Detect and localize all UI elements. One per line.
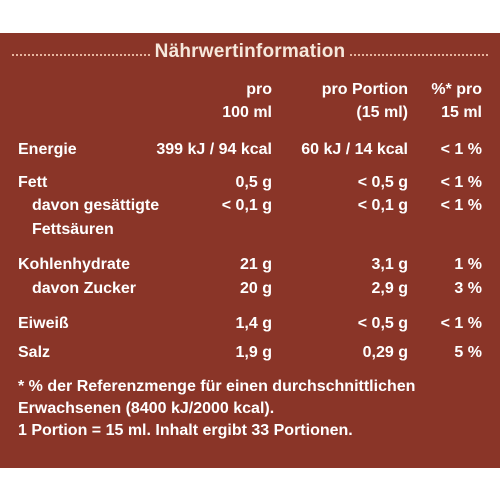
row-saturated-per100: < 0,1 g [221,197,272,214]
row-energie-portion: 60 kJ / 14 kcal [301,141,408,158]
row-zucker-portion: 2,9 g [371,280,408,297]
header-percent-line1: %* pro [431,81,482,98]
row-salz-portion: 0,29 g [362,344,408,361]
row-zucker-label: davon Zucker [32,280,137,297]
row-eiweiss-per100: 1,4 g [235,315,272,332]
row-salz-per100: 1,9 g [235,344,272,361]
row-zucker-percent: 3 % [454,280,482,297]
row-saturated-label-line2: Fettsäuren [32,221,114,238]
row-kohlenhydrate-label: Kohlenhydrate [18,256,131,273]
footnote: * % der Referenzmenge für einen durchsch… [18,376,488,442]
row-fett-per100: 0,5 g [235,174,272,191]
header-portion-line1: pro Portion [321,81,408,98]
row-kohlenhydrate-per100: 21 g [239,256,272,273]
row-energie-label: Energie [18,141,77,158]
row-saturated-portion: < 0,1 g [357,197,408,214]
row-salz-percent: 5 % [454,344,482,361]
footnote-line3: 1 Portion = 15 ml. Inhalt ergibt 33 Port… [18,422,353,439]
row-zucker-per100: 20 g [239,280,272,297]
row-eiweiss-label: Eiweiß [18,315,69,332]
row-fett-percent: < 1 % [440,174,482,191]
row-saturated-percent: < 1 % [440,197,482,214]
header-portion-line2: (15 ml) [356,104,408,121]
nutrition-panel: Nährwertinformation pro 100 ml pro Porti… [0,33,500,468]
footnote-line1: * % der Referenzmenge für einen durchsch… [18,378,416,395]
row-eiweiss-percent: < 1 % [440,315,482,332]
row-fett-portion: < 0,5 g [357,174,408,191]
dotted-rule-left [12,54,150,56]
header-per100-line2: 100 ml [222,104,272,121]
row-kohlenhydrate-portion: 3,1 g [371,256,408,273]
footnote-line2: Erwachsenen (8400 kJ/2000 kcal). [18,400,275,417]
header-per100-line1: pro [246,81,272,98]
row-kohlenhydrate-percent: 1 % [454,256,482,273]
row-fett-label: Fett [18,174,48,191]
dotted-rule-right [350,54,488,56]
row-salz-label: Salz [18,344,51,361]
title-row: Nährwertinformation [0,41,500,69]
row-saturated-label: davon gesättigte [32,197,160,214]
header-percent-line2: 15 ml [441,104,482,121]
row-energie-percent: < 1 % [440,141,482,158]
row-eiweiss-portion: < 0,5 g [357,315,408,332]
row-energie-per100: 399 kJ / 94 kcal [156,141,272,158]
panel-title: Nährwertinformation [154,41,346,62]
